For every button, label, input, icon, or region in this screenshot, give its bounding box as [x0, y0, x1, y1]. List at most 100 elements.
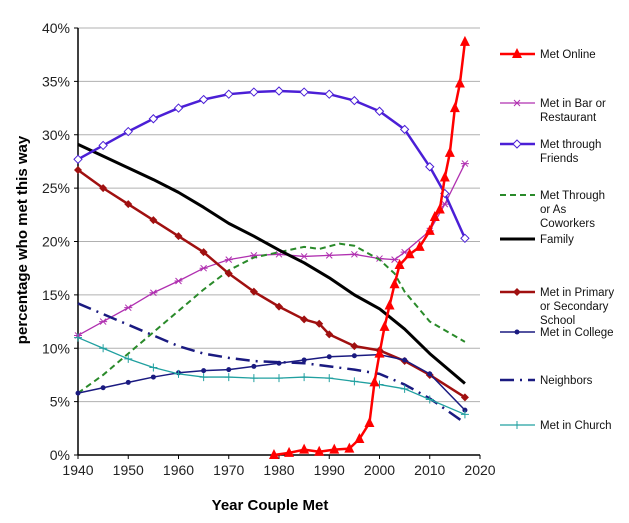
series-line — [77, 242, 466, 394]
open-diamond-marker — [460, 233, 470, 244]
plus-marker — [275, 374, 283, 383]
y-tick-label: 30% — [42, 127, 70, 143]
triangle-marker — [268, 449, 279, 459]
x-axis-title: Year Couple Met — [212, 497, 329, 514]
legend-item: Met Through or As Coworkers — [500, 190, 605, 230]
y-tick-label: 20% — [42, 234, 70, 250]
open-diamond-marker — [148, 114, 159, 124]
dot-marker — [301, 357, 307, 363]
star-marker — [174, 277, 183, 285]
legend-item: Met in Bar or Restaurant — [500, 98, 606, 124]
plus-marker — [99, 344, 108, 353]
dot-marker — [351, 353, 357, 359]
triangle-marker — [369, 376, 380, 387]
legend-label: Friends — [540, 153, 579, 165]
plus-marker — [350, 377, 359, 386]
open-diamond-marker — [249, 87, 259, 97]
dot-marker — [226, 367, 232, 373]
diamond-marker — [315, 319, 324, 328]
dot-marker — [514, 329, 520, 335]
plus-marker — [174, 369, 183, 378]
series-met-in-primary-or-secondary-school — [74, 165, 469, 402]
triangle-marker — [394, 258, 405, 269]
x-tick-label: 1940 — [62, 462, 93, 478]
plus-marker — [425, 395, 434, 404]
triangle-marker — [439, 171, 450, 182]
open-diamond-marker — [324, 89, 334, 99]
legend-item: Neighbors — [500, 375, 593, 387]
diamond-marker — [249, 287, 258, 296]
x-tick-label: 2020 — [464, 462, 495, 478]
plus-marker — [124, 354, 133, 363]
y-axis-title: percentage who met this way — [14, 135, 31, 344]
x-tick-label: 1960 — [163, 462, 194, 478]
triangle-marker — [459, 35, 470, 46]
triangle-marker — [284, 446, 295, 457]
diamond-marker — [99, 184, 108, 193]
x-tick-label: 2000 — [364, 462, 395, 478]
legend-item: Met through Friends — [500, 139, 601, 165]
legend-label: School — [540, 315, 575, 327]
dot-marker — [201, 368, 207, 374]
legend-item: Met in Church — [500, 420, 612, 432]
plus-marker — [325, 374, 334, 383]
legend-label: Met through — [540, 139, 601, 151]
open-diamond-marker — [173, 103, 184, 113]
dot-marker — [125, 379, 131, 385]
open-diamond-marker — [123, 126, 133, 137]
triangle-marker — [404, 248, 415, 259]
diamond-marker — [199, 248, 208, 257]
series-met-in-church — [74, 333, 469, 419]
dot-marker — [251, 363, 257, 369]
dot-marker — [402, 357, 408, 363]
x-tick-label: 1970 — [213, 462, 244, 478]
legend-item: Met in College — [500, 327, 614, 339]
y-tick-label: 5% — [50, 394, 70, 410]
legend-label: Family — [540, 234, 574, 246]
open-diamond-marker — [274, 86, 284, 96]
legend-label: Coworkers — [540, 218, 595, 230]
diamond-marker — [460, 393, 469, 402]
triangle-marker — [364, 416, 375, 427]
diamond-marker — [74, 165, 82, 174]
plus-marker — [199, 373, 208, 382]
open-diamond-marker — [374, 106, 385, 116]
dot-marker — [462, 407, 468, 413]
x-tick-label: 2010 — [414, 462, 445, 478]
triangle-marker — [389, 278, 400, 289]
triangle-marker — [354, 432, 365, 443]
diamond-marker — [300, 315, 309, 324]
legend-label: or As — [540, 204, 566, 216]
star-marker — [460, 160, 469, 167]
legend-item: Family — [500, 234, 574, 246]
legend-label: Met in Bar or — [540, 98, 606, 110]
star-marker — [99, 318, 108, 325]
triangle-marker — [424, 224, 435, 235]
triangle-marker — [512, 48, 522, 58]
series-line — [273, 41, 467, 457]
dot-marker — [427, 371, 433, 377]
diamond-marker — [124, 200, 133, 209]
legend-label: Met in Primary — [540, 287, 614, 299]
plus-marker — [74, 333, 82, 342]
series-met-through-friends — [73, 86, 470, 244]
diamond-marker — [174, 232, 183, 241]
plus-marker — [300, 373, 309, 382]
legend-label: Met in Church — [540, 420, 612, 432]
open-diamond-marker — [198, 94, 209, 105]
diamond-marker — [325, 330, 334, 339]
open-diamond-marker — [98, 140, 108, 151]
legend-label: or Secondary — [540, 301, 609, 313]
triangle-marker — [329, 443, 340, 454]
series-met-through-or-as-coworkers — [77, 242, 466, 394]
dot-marker — [75, 390, 81, 396]
dot-marker — [100, 385, 106, 391]
series-met-online — [268, 35, 470, 459]
plus-marker — [513, 421, 521, 429]
triangle-marker — [434, 203, 445, 214]
series-family — [77, 142, 466, 385]
legend-label: Restaurant — [540, 112, 597, 124]
plus-marker — [249, 374, 258, 383]
